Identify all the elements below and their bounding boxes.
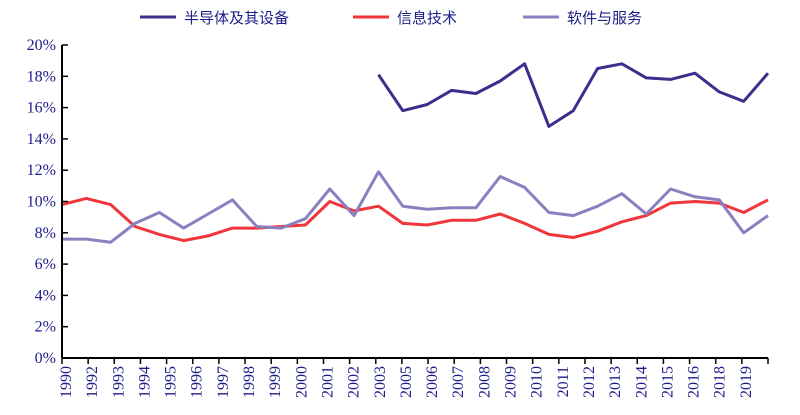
x-tick-label: 2016 [686, 366, 703, 398]
x-tick-label: 1999 [267, 366, 284, 398]
y-tick-label: 16% [27, 100, 56, 117]
y-tick-label: 8% [35, 225, 56, 242]
x-tick-label: 1997 [215, 366, 232, 398]
y-tick-label: 6% [35, 256, 56, 273]
x-tick-label: 1990 [58, 366, 75, 398]
x-tick-label: 1992 [84, 366, 101, 398]
series-group [61, 62, 770, 244]
y-tick-label: 18% [27, 68, 56, 85]
x-tick-label: 1993 [110, 366, 127, 398]
y-tick-label: 0% [35, 350, 56, 367]
x-tick-label: 1994 [136, 366, 153, 398]
y-tick-label: 12% [27, 162, 56, 179]
x-tick-label: 2011 [555, 366, 572, 397]
x-tick-label: 2018 [712, 366, 729, 398]
legend-label-0: 半导体及其设备 [184, 9, 289, 27]
x-tick-label: 2015 [659, 366, 676, 398]
x-tick-label: 1998 [241, 366, 258, 398]
x-tick-label: 2008 [476, 366, 493, 398]
x-tick-label: 1996 [189, 366, 206, 398]
legend-label-2: 软件与服务 [567, 9, 642, 27]
x-tick-label: 2001 [319, 366, 336, 398]
series-line-0 [377, 62, 770, 128]
x-tick-label: 2003 [372, 366, 389, 398]
y-tick-label: 20% [27, 37, 56, 54]
axes: 0% 2% 4% 6% 8% 10% 12% 14% 16% 18% 20% 1990 1992 1993… [27, 37, 769, 398]
y-tick-label: 14% [27, 131, 56, 148]
x-tick-label: 2019 [738, 366, 755, 398]
y-tick-label: 4% [35, 287, 56, 304]
x-tick-label: 2010 [529, 366, 546, 398]
legend: 半导体及其设备 信息技术 软件与服务 [140, 9, 642, 27]
x-tick-label: 2012 [581, 366, 598, 398]
x-tick-label: 2009 [503, 366, 520, 398]
x-tick-label: 2007 [450, 366, 467, 398]
x-tick-label: 2002 [346, 366, 363, 398]
x-tick-label: 1995 [163, 366, 180, 398]
x-tick-label: 2013 [607, 366, 624, 398]
x-tick-label: 2000 [293, 366, 310, 398]
y-tick-label: 2% [35, 319, 56, 336]
x-tick-label: 2014 [633, 366, 650, 398]
x-tick-label: 2006 [424, 366, 441, 398]
series-line-1 [61, 196, 769, 243]
x-tick-label: 2005 [398, 366, 415, 398]
y-tick-label: 10% [27, 194, 56, 211]
series-line-2 [62, 170, 769, 244]
legend-label-1: 信息技术 [397, 9, 457, 27]
